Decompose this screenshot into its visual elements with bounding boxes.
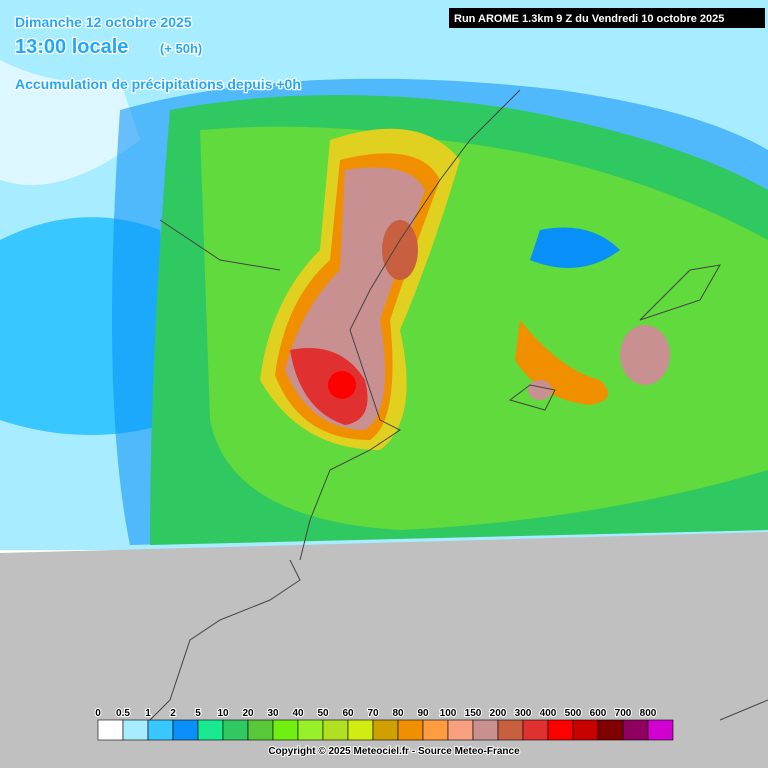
legend-label: 200 (490, 708, 507, 719)
legend-swatch (597, 719, 624, 741)
legend-label: 80 (392, 708, 404, 719)
legend-swatch (322, 719, 349, 741)
legend-swatch (447, 719, 474, 741)
legend-swatch (347, 719, 374, 741)
legend-label: 1 (145, 708, 151, 719)
legend-swatch (422, 719, 449, 741)
legend-swatch (522, 719, 549, 741)
legend-swatch (572, 719, 599, 741)
legend-swatch (297, 719, 324, 741)
copyright: Copyright © 2025 Meteociel.fr - Source M… (268, 746, 520, 757)
coastline (149, 89, 768, 721)
legend-swatch (122, 719, 149, 741)
outside-domain (0, 532, 768, 768)
legend-label: 5 (195, 708, 201, 719)
legend-label: 700 (615, 708, 632, 719)
precip-area (620, 325, 670, 385)
legend-label: 40 (292, 708, 304, 719)
legend-swatch (372, 719, 399, 741)
legend-label: 0.5 (116, 708, 130, 719)
legend-swatch (397, 719, 424, 741)
field-title: Accumulation de précipitations depuis +0… (15, 76, 301, 92)
legend-swatch (272, 719, 299, 741)
legend-swatch (247, 719, 274, 741)
legend-swatch (97, 719, 124, 741)
legend-swatch (647, 719, 674, 741)
legend-swatch (547, 719, 574, 741)
legend-label: 50 (317, 708, 329, 719)
legend-swatch (147, 719, 174, 741)
precip-area (382, 220, 418, 280)
legend-label: 10 (217, 708, 229, 719)
legend-label: 300 (515, 708, 532, 719)
date: Dimanche 12 octobre 2025 (15, 14, 192, 30)
run-box (449, 8, 765, 28)
precip-area (328, 371, 356, 399)
precip-area (528, 380, 552, 400)
legend-label: 20 (242, 708, 254, 719)
legend-label: 600 (590, 708, 607, 719)
legend-label: 500 (565, 708, 582, 719)
legend-label: 400 (540, 708, 557, 719)
legend-label: 0 (95, 708, 101, 719)
dry-area (0, 60, 140, 185)
precip-area (530, 227, 620, 268)
legend-label: 60 (342, 708, 354, 719)
legend-label: 2 (170, 708, 176, 719)
legend-label: 800 (640, 708, 657, 719)
time: 13:00 locale (15, 36, 128, 58)
legend-label: 100 (440, 708, 457, 719)
run-info: Run AROME 1.3km 9 Z du Vendredi 10 octob… (454, 13, 724, 25)
legend-swatch (222, 719, 249, 741)
legend-swatch (172, 719, 199, 741)
legend-label: 90 (417, 708, 429, 719)
legend-label: 150 (465, 708, 482, 719)
legend-label: 70 (367, 708, 379, 719)
legend-swatch (472, 719, 499, 741)
legend-swatch (622, 719, 649, 741)
legend-label: 30 (267, 708, 279, 719)
legend-swatch (197, 719, 224, 741)
legend: 0 0.5 1 2 5 10 20 30 40 50 60 70 80 90 100 150 200 300 400… (94, 707, 674, 741)
legend-swatch (497, 719, 524, 741)
lead-time: (+ 50h) (160, 41, 202, 56)
